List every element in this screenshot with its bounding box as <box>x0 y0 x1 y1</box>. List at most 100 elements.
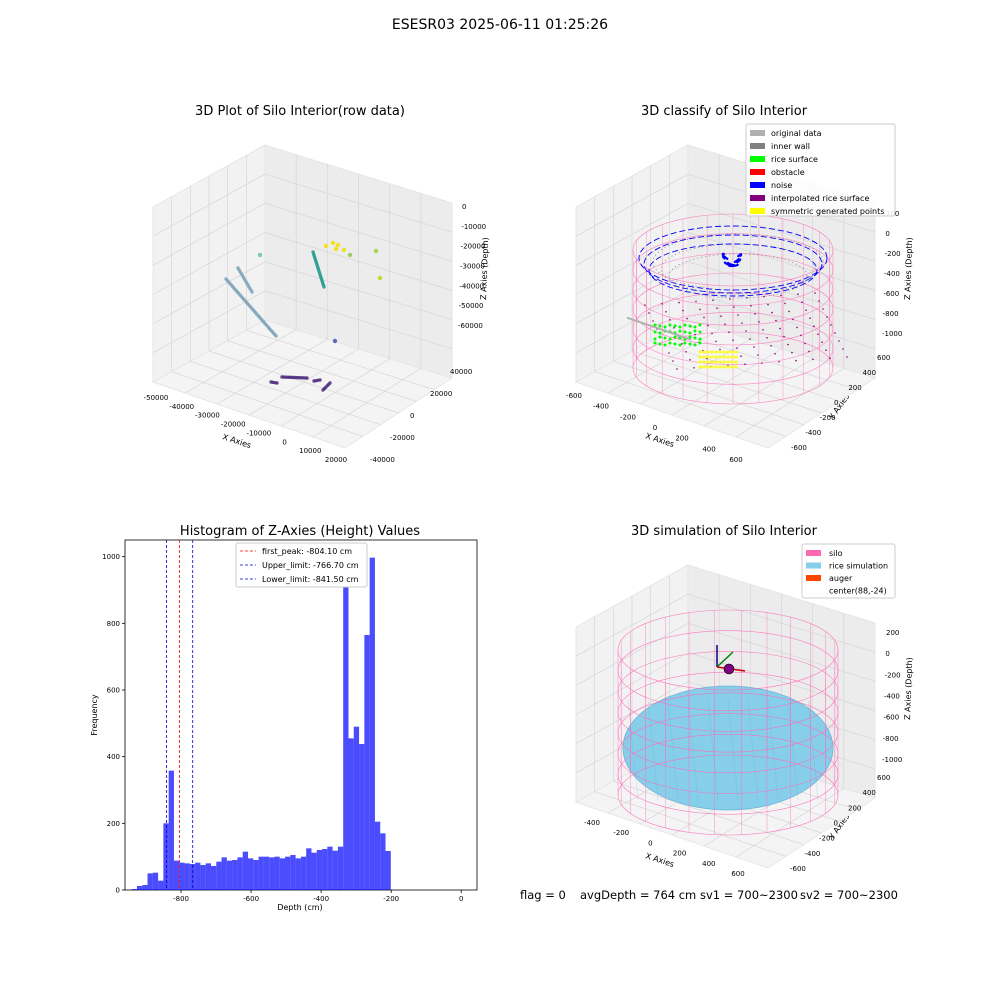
plot4-y-tick-label: 200 <box>848 804 861 812</box>
symmetric-point <box>730 355 734 359</box>
plot4-z-tick-label: -400 <box>884 693 900 701</box>
plot2-z-tick-label: -600 <box>883 290 899 298</box>
plot1-y-tick-label: 0 <box>410 412 414 420</box>
hist-x-tick-label: -200 <box>383 895 399 903</box>
symmetric-point <box>710 355 714 359</box>
rice-surface-point <box>673 335 677 339</box>
histogram-bar <box>168 770 174 890</box>
histogram-bar <box>337 846 344 890</box>
interpolated-point <box>771 311 773 314</box>
plot2-y-tick-label: 400 <box>863 369 876 377</box>
interpolated-point <box>737 314 739 316</box>
avg-depth-text: avgDepth = 764 cm <box>580 888 697 902</box>
raw-data-point <box>377 275 383 281</box>
rice-surface-point <box>698 337 702 341</box>
interpolated-point <box>795 359 797 362</box>
symmetric-point <box>718 365 722 369</box>
plot2-legend-swatch <box>750 208 765 214</box>
interpolated-point <box>762 329 764 331</box>
plot4-z-tick-label: -200 <box>885 671 901 679</box>
hist-y-tick-label: 200 <box>107 820 120 828</box>
rice-surface-point <box>683 323 687 327</box>
rice-mesh-line <box>707 699 719 801</box>
raw-data-point <box>328 381 332 385</box>
symmetric-point <box>730 365 734 369</box>
interpolated-point <box>669 319 671 321</box>
histogram-bar <box>274 856 280 890</box>
rice-surface-point <box>673 324 677 328</box>
interpolated-point <box>783 335 785 338</box>
interpolated-point <box>711 332 713 335</box>
symmetric-point <box>734 360 738 364</box>
raw-data-point <box>323 243 329 249</box>
plot4-y-tick-label: 0 <box>834 820 838 828</box>
interpolated-point <box>676 368 678 370</box>
symmetric-point <box>734 365 738 369</box>
histogram-bar <box>311 852 317 890</box>
hist-xlabel: Depth (cm) <box>277 903 322 912</box>
plot2-x-tick-label: 600 <box>729 456 742 464</box>
plot2-legend-label: interpolated rice surface <box>771 194 869 203</box>
rice-surface-point <box>658 335 662 339</box>
rice-surface-point <box>658 331 662 335</box>
interpolated-point <box>693 367 695 369</box>
plot2-y-tick-label: 0 <box>834 399 838 407</box>
interpolated-point <box>812 358 814 361</box>
plot4-x-tick-label: -200 <box>613 829 629 837</box>
histogram-bar <box>295 858 301 890</box>
interpolated-point <box>758 321 760 323</box>
plot4-legend-swatch <box>806 550 821 556</box>
interpolated-point <box>842 348 844 350</box>
symmetric-point <box>698 365 702 369</box>
plot1-z-tick-label: -60000 <box>458 322 483 330</box>
hist-x-tick-label: -800 <box>173 895 189 903</box>
interpolated-point <box>753 346 755 348</box>
interpolated-point <box>796 326 798 329</box>
raw-data-point <box>275 381 279 385</box>
plot1-zlabel: Z Axies (Depth) <box>479 237 490 300</box>
interpolated-point <box>716 307 718 310</box>
histogram-bar <box>205 863 211 890</box>
interpolated-point <box>729 298 731 300</box>
rice-surface-point <box>678 336 682 340</box>
plot4-y-tick-label: -600 <box>790 865 806 873</box>
plot4-x-tick-label: -400 <box>584 819 600 827</box>
plot2-title: 3D classify of Silo Interior <box>640 104 808 119</box>
interpolated-point <box>678 301 680 304</box>
interpolated-point <box>779 327 781 330</box>
symmetric-point <box>702 360 706 364</box>
plot2-y-tick-label: -200 <box>820 414 836 422</box>
symmetric-point <box>714 365 718 369</box>
raw-data-point <box>305 376 309 380</box>
rice-surface-point <box>688 324 692 328</box>
interpolated-point <box>736 347 738 350</box>
interpolated-point <box>712 299 714 302</box>
raw-data-point <box>333 246 339 252</box>
interpolated-point <box>814 292 816 294</box>
interpolated-point <box>652 320 654 322</box>
symmetric-point <box>702 350 706 354</box>
plot1-z-tick-label: -40000 <box>459 282 484 290</box>
interpolated-point <box>673 327 675 329</box>
plot4-legend-label: auger <box>829 574 853 583</box>
interpolated-point <box>728 331 730 334</box>
plot4-z-tick-label: -800 <box>883 735 899 743</box>
noise-point <box>737 254 740 258</box>
noise-point <box>736 263 739 267</box>
raw-data-point <box>322 285 326 289</box>
interpolated-point <box>817 333 819 336</box>
plot2-3d-axes: -600-400-2000200400600-600-400-200020040… <box>566 123 902 464</box>
plot4-legend-box <box>801 543 896 599</box>
rice-surface-point <box>663 336 667 340</box>
rice-mesh-line <box>647 699 659 801</box>
rice-surface-point <box>693 336 697 340</box>
plot4-y-tick-label: -200 <box>819 835 835 843</box>
histogram-bar <box>179 862 185 890</box>
rice-surface-point <box>658 342 662 346</box>
plot4-legend-label: center(88,-24) <box>829 587 887 596</box>
symmetric-point <box>726 365 730 369</box>
raw-data-point <box>274 334 278 338</box>
histogram-bar <box>374 821 381 890</box>
noise-point <box>738 258 742 261</box>
histogram-bar <box>248 858 254 890</box>
